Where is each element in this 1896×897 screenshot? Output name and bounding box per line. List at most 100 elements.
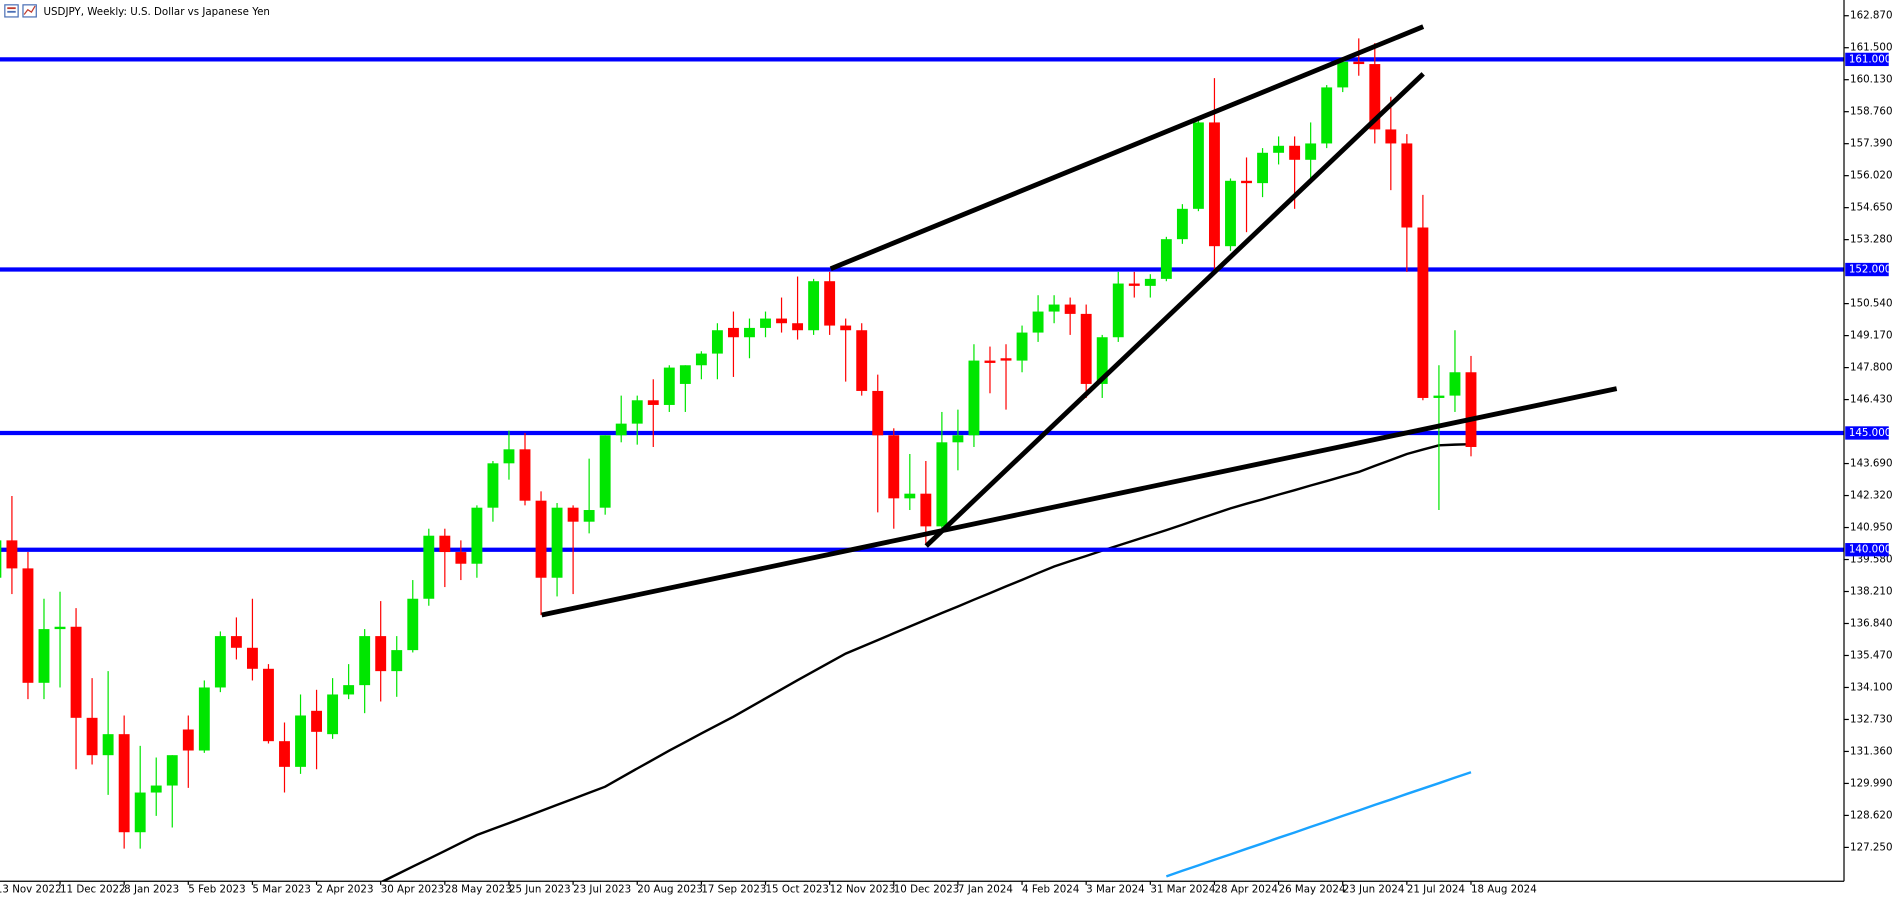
candle-body xyxy=(423,535,435,599)
candle-body xyxy=(86,717,98,756)
candle-body xyxy=(1016,332,1028,361)
candle-body xyxy=(166,755,178,786)
x-tick-label: 18 Aug 2024 xyxy=(1471,884,1537,896)
y-tick-label: 156.020 xyxy=(1850,170,1892,182)
candle-body xyxy=(695,353,707,366)
candle-body xyxy=(1128,283,1140,286)
candle-body xyxy=(952,435,964,443)
y-tick-label: 150.540 xyxy=(1850,298,1892,310)
candle-body xyxy=(1064,304,1076,314)
candle-body xyxy=(471,507,483,564)
candle-body xyxy=(728,327,739,338)
candle-body xyxy=(1176,208,1188,240)
candle-body xyxy=(327,694,339,735)
y-tick-label: 161.500 xyxy=(1850,42,1892,54)
x-tick-label: 11 Dec 2022 xyxy=(60,884,126,896)
candle-body xyxy=(519,449,531,501)
y-tick-label: 140.950 xyxy=(1850,522,1892,534)
y-tick-label: 142.320 xyxy=(1850,490,1892,502)
candle-body xyxy=(1273,145,1285,153)
candle-body xyxy=(0,540,2,578)
candle-body xyxy=(54,626,66,630)
y-tick-label: 139.580 xyxy=(1850,554,1892,566)
trendline xyxy=(924,72,1425,548)
y-tick-label: 138.210 xyxy=(1850,586,1892,598)
candle-body xyxy=(984,360,996,363)
candle-body xyxy=(359,636,371,686)
icon xyxy=(23,5,36,15)
candle-body xyxy=(118,734,130,833)
level-label: 140.000 xyxy=(1849,544,1891,556)
y-tick-label: 129.990 xyxy=(1850,777,1892,789)
x-tick-label: 8 Jan 2023 xyxy=(124,884,179,896)
candle-body xyxy=(279,741,290,767)
candle-body xyxy=(599,435,611,508)
candle-body xyxy=(1385,129,1397,144)
x-tick-label: 21 Jul 2024 xyxy=(1407,884,1465,896)
y-tick-label: 143.690 xyxy=(1850,458,1892,470)
candle-body xyxy=(760,318,771,328)
y-tick-label: 136.840 xyxy=(1850,617,1892,629)
candle-body xyxy=(1000,358,1012,361)
candle-body xyxy=(808,281,820,331)
candle-body xyxy=(407,598,419,651)
x-tick-label: 20 Aug 2023 xyxy=(637,884,703,896)
x-tick-label: 26 May 2024 xyxy=(1279,884,1346,896)
moving-average xyxy=(380,442,1472,882)
candle-body xyxy=(102,734,114,756)
candle-body xyxy=(1080,313,1092,384)
candle-body xyxy=(1433,395,1445,398)
candle-body xyxy=(1257,152,1268,184)
candle-body xyxy=(744,327,755,338)
candle-body xyxy=(1144,278,1156,286)
candle-body xyxy=(792,323,804,331)
y-tick-label: 135.470 xyxy=(1850,649,1892,661)
candle-body xyxy=(824,281,836,326)
candle-body xyxy=(230,636,242,648)
candle-body xyxy=(1241,180,1252,184)
chart-title: USDJPY, Weekly: U.S. Dollar vs Japanese … xyxy=(44,6,270,18)
candle-body xyxy=(391,650,403,672)
candle-body xyxy=(38,629,50,683)
x-tick-label: 17 Sep 2023 xyxy=(701,884,766,896)
y-tick-label: 147.800 xyxy=(1850,362,1892,374)
candle-body xyxy=(647,400,659,405)
candle-body xyxy=(182,729,194,751)
candle-body xyxy=(150,785,162,793)
candle-body xyxy=(615,423,627,436)
y-tick-label: 132.730 xyxy=(1850,713,1892,725)
candle-body xyxy=(888,435,900,499)
candle-body xyxy=(1225,180,1236,247)
level-label-box xyxy=(1845,426,1889,440)
candle-body xyxy=(503,449,515,464)
y-tick-label: 162.870 xyxy=(1850,10,1892,22)
y-tick-label: 157.390 xyxy=(1850,138,1892,150)
candle-body xyxy=(311,710,323,732)
x-tick-label: 25 Jun 2023 xyxy=(509,884,571,896)
candle-body xyxy=(487,463,499,508)
candle-body xyxy=(663,367,675,405)
candle-body xyxy=(343,685,355,695)
moving-average xyxy=(1165,771,1472,878)
y-tick-label: 153.280 xyxy=(1850,234,1892,246)
level-label: 145.000 xyxy=(1849,427,1891,439)
candle-body xyxy=(551,507,563,578)
x-tick-label: 2 Apr 2023 xyxy=(317,884,374,896)
y-tick-label: 128.620 xyxy=(1850,809,1892,821)
candle-body xyxy=(1112,283,1124,338)
candle-body xyxy=(856,330,868,391)
candle-body xyxy=(567,507,579,522)
candle-body xyxy=(455,552,467,564)
x-tick-label: 3 Mar 2024 xyxy=(1086,884,1145,896)
x-tick-label: 31 Mar 2024 xyxy=(1150,884,1215,896)
candle-body xyxy=(1096,337,1108,384)
candle-body xyxy=(583,510,595,522)
candle-body xyxy=(6,540,18,569)
x-tick-label: 30 Apr 2023 xyxy=(381,884,444,896)
y-tick-label: 134.100 xyxy=(1850,681,1892,693)
candle-body xyxy=(22,568,34,683)
x-tick-label: 15 Oct 2023 xyxy=(766,884,829,896)
candle-body xyxy=(711,330,723,354)
